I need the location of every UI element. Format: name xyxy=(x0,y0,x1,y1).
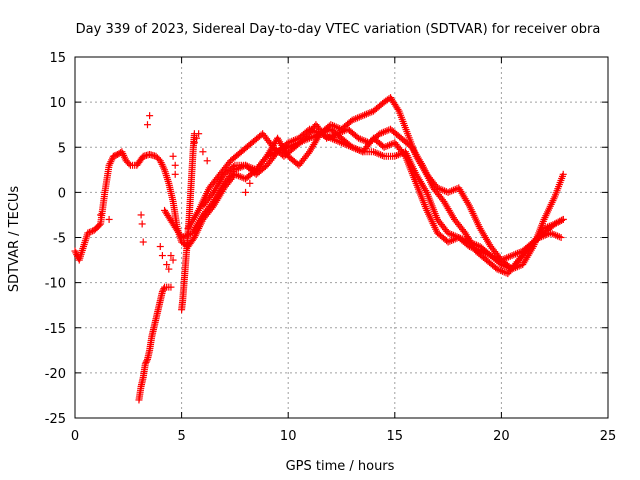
y-tick-label: -20 xyxy=(45,367,66,382)
y-tick-label: 10 xyxy=(49,96,66,111)
data-point xyxy=(146,112,154,120)
data-point xyxy=(203,157,211,165)
data-point xyxy=(97,211,105,219)
data-point xyxy=(143,121,151,129)
data-point xyxy=(229,163,237,171)
data-points xyxy=(71,94,567,404)
y-tick-label: -15 xyxy=(45,322,66,337)
data-point xyxy=(199,148,207,156)
data-point xyxy=(141,360,149,368)
data-point xyxy=(158,288,166,296)
y-tick-label: 5 xyxy=(58,141,66,156)
x-tick-label: 15 xyxy=(387,429,404,444)
data-point xyxy=(167,252,175,260)
x-axis-label: GPS time / hours xyxy=(286,459,395,474)
chart-title: Day 339 of 2023, Sidereal Day-to-day VTE… xyxy=(76,22,601,37)
axis-tick-labels: 0 5 10 15 20 25 -25 -20 -15 -10 -5 0 5 10 15 xyxy=(45,51,617,444)
data-point xyxy=(163,261,171,269)
y-tick-label: -25 xyxy=(45,412,66,427)
data-point xyxy=(158,252,166,260)
data-point xyxy=(193,134,201,142)
data-point xyxy=(105,215,113,223)
data-point xyxy=(143,357,151,365)
data-point xyxy=(169,256,177,264)
data-point xyxy=(159,286,167,294)
data-point xyxy=(84,229,92,237)
axis-ticks xyxy=(74,56,609,419)
data-point xyxy=(394,105,402,113)
data-point xyxy=(242,188,250,196)
data-point xyxy=(171,170,179,178)
data-point xyxy=(195,130,203,138)
data-point xyxy=(156,243,164,251)
x-tick-label: 0 xyxy=(71,429,79,444)
y-tick-label: 15 xyxy=(49,51,66,66)
data-point xyxy=(558,216,566,224)
data-point xyxy=(559,170,567,178)
data-point xyxy=(190,139,198,147)
data-point xyxy=(137,211,145,219)
data-point xyxy=(171,161,179,169)
data-point xyxy=(142,358,150,366)
y-axis-label: SDTVAR / TECUs xyxy=(7,186,22,293)
x-tick-label: 5 xyxy=(177,429,185,444)
data-point xyxy=(165,265,173,273)
data-point xyxy=(246,179,254,187)
data-point xyxy=(557,234,565,241)
data-point xyxy=(125,160,133,168)
y-tick-label: 0 xyxy=(58,186,66,201)
data-point xyxy=(139,238,147,246)
data-point xyxy=(95,221,103,229)
x-tick-label: 20 xyxy=(493,429,510,444)
grid-lines xyxy=(75,57,608,418)
data-point xyxy=(138,220,146,228)
y-tick-label: -10 xyxy=(45,277,66,292)
data-point xyxy=(400,151,408,159)
x-tick-label: 10 xyxy=(280,429,297,444)
data-point xyxy=(87,228,95,236)
data-point xyxy=(169,152,177,160)
data-point xyxy=(167,283,175,291)
y-tick-label: -5 xyxy=(53,232,66,247)
data-point xyxy=(85,228,93,236)
data-point xyxy=(559,215,567,223)
x-tick-label: 25 xyxy=(600,429,617,444)
